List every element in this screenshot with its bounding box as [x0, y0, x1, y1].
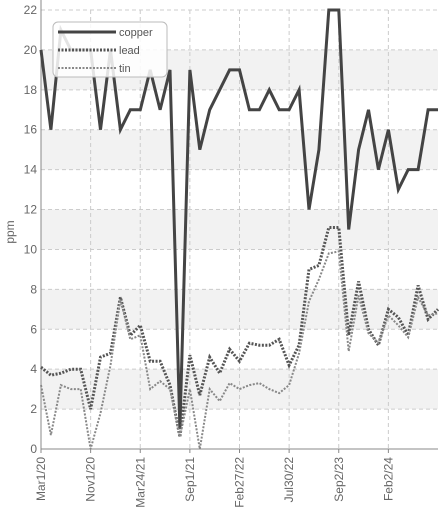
- y-tick-label: 18: [24, 83, 38, 97]
- legend-label-copper: copper: [119, 27, 153, 39]
- x-tick-label: Sep2/23: [332, 457, 346, 502]
- grid-band: [41, 289, 438, 330]
- tick-labels: 0 2 4 6 8 10 12 14 16 18 20 22 Mar1/20 Nov1/20 Mar24/2…: [24, 3, 396, 508]
- y-tick-label: 2: [30, 402, 37, 416]
- y-tick-label: 6: [30, 322, 37, 336]
- y-tick-label: 0: [30, 442, 37, 456]
- y-tick-label: 20: [24, 43, 38, 57]
- legend-box: [52, 21, 168, 78]
- series-line-tin: [40, 250, 439, 450]
- y-tick-label: 10: [24, 242, 38, 256]
- x-tick-label: Feb2/24: [381, 457, 395, 501]
- y-tick-label: 16: [24, 123, 38, 137]
- y-tick-label: 4: [30, 362, 37, 376]
- x-tick-label: Sep1/21: [183, 457, 197, 502]
- legend-label-lead: lead: [119, 45, 140, 57]
- x-tick-label: Nov1/20: [84, 457, 98, 502]
- y-tick-label: 8: [30, 282, 37, 296]
- x-tick-label: Mar24/21: [133, 457, 147, 508]
- legend-label-tin: tin: [119, 63, 131, 75]
- y-tick-label: 12: [24, 203, 38, 217]
- x-tick-label: Mar1/20: [34, 457, 48, 501]
- axes: [40, 0, 438, 453]
- y-axis-title: ppm: [3, 220, 17, 243]
- legend: copper lead tin: [52, 21, 168, 78]
- x-tick-label: Feb27/22: [233, 457, 247, 508]
- y-tick-label: 14: [24, 163, 38, 177]
- series-line-lead: [40, 226, 440, 438]
- x-tick-label: Jul30/22: [282, 457, 296, 503]
- y-tick-label: 22: [24, 3, 38, 17]
